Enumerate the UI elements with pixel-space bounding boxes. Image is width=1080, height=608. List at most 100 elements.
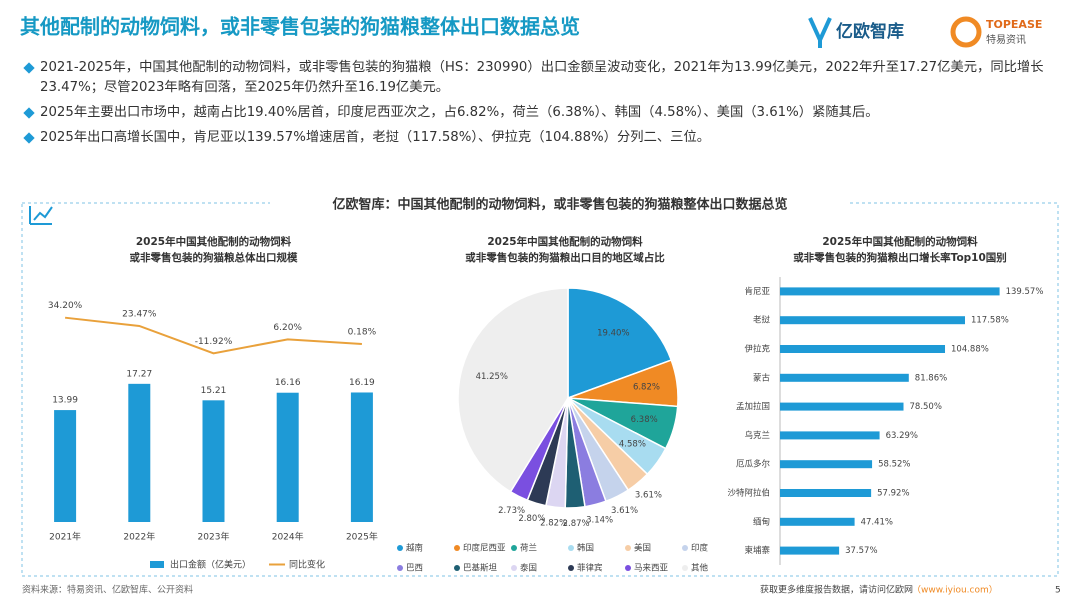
legend-swatch	[454, 565, 460, 571]
panel-icon	[29, 206, 53, 225]
pie-slice	[457, 287, 569, 493]
bullet: 2025年出口高增长国中，肯尼亚以139.57%增速居首，老挝（117.58%）…	[22, 128, 1062, 148]
chart-title: 或非零售包装的狗猫粮出口增长率Top10国别	[793, 251, 1007, 264]
value-label: 81.86%	[915, 373, 947, 383]
chart-title: 2025年中国其他配制的动物饲料	[487, 235, 643, 248]
y-tick-label: 缅甸	[753, 516, 770, 527]
page-title: 其他配制的动物饲料，或非零售包装的狗猫粮整体出口数据总览	[20, 15, 580, 39]
value-label: 78.50%	[910, 402, 942, 412]
bar	[780, 287, 1000, 296]
legend-swatch	[568, 545, 574, 551]
logo-icon	[808, 17, 832, 48]
logo-text: 亿欧智库	[836, 21, 904, 42]
bar	[128, 383, 151, 522]
y-tick-label: 沙特阿拉伯	[727, 488, 770, 499]
bar	[780, 316, 965, 325]
bullet: 2025年主要出口市场中，越南占比19.40%居首，印度尼西亚次之，占6.82%…	[22, 103, 1062, 123]
bar	[276, 392, 299, 522]
legend-label: 印度尼西亚	[463, 543, 506, 554]
y-tick-label: 孟加拉国	[736, 401, 770, 412]
value-label: 6.38%	[631, 415, 658, 425]
value-label: 104.88%	[951, 345, 989, 355]
value-label: 58.52%	[878, 460, 910, 470]
bar	[780, 460, 873, 469]
value-label: 41.25%	[476, 372, 508, 382]
y-tick-label: 厄瓜多尔	[736, 459, 771, 470]
legend-label: 菲律宾	[577, 563, 603, 574]
legend-label: 巴基斯坦	[463, 563, 498, 574]
chart-title: 2025年中国其他配制的动物饲料	[136, 235, 292, 248]
value-label: 16.19	[349, 378, 375, 388]
y-tick-label: 老挝	[753, 315, 771, 326]
chart-title: 或非零售包装的狗猫粮总体出口规模	[130, 251, 298, 264]
pie-slice	[567, 287, 673, 400]
y-tick-label: 乌克兰	[744, 430, 770, 441]
line	[64, 316, 362, 355]
legend-label: 巴西	[406, 564, 423, 574]
legend-label: 其他	[691, 563, 709, 574]
bar	[780, 373, 909, 382]
legend-swatch	[625, 545, 631, 551]
value-label: 23.47%	[122, 309, 157, 319]
value-label: 19.40%	[597, 329, 629, 339]
bar	[780, 546, 840, 555]
bar	[54, 410, 77, 522]
footer-url: （www.iyiou.com）	[912, 585, 998, 596]
legend-label: 泰国	[520, 563, 537, 574]
y-tick-label: 柬埔寨	[744, 545, 770, 556]
value-label: 3.61%	[635, 490, 662, 500]
legend-swatch	[511, 545, 517, 551]
value-label: 2.80%	[518, 514, 545, 524]
legend-swatch	[397, 565, 403, 571]
value-label: 139.57%	[1006, 287, 1044, 297]
value-label: 117.58%	[971, 316, 1009, 326]
value-label: 6.82%	[633, 383, 660, 393]
legend-swatch	[511, 565, 517, 571]
legend-label: 印度	[691, 543, 709, 554]
legend-swatch	[150, 561, 164, 568]
panel-title-bg	[270, 195, 850, 213]
logo-text: TOPEASE	[986, 18, 1042, 31]
y-tick-label: 肯尼亚	[744, 286, 770, 297]
legend-label: 荷兰	[520, 543, 537, 554]
legend-label: 美国	[634, 543, 651, 554]
chart-title: 或非零售包装的狗猫粮出口目的地区域占比	[465, 251, 665, 264]
bar	[780, 345, 946, 353]
value-label: 6.20%	[273, 323, 302, 333]
bullet-list: 2021-2025年，中国其他配制的动物饲料，或非零售包装的狗猫粮（HS：230…	[22, 58, 1062, 153]
panel-title: 亿欧智库：中国其他配制的动物饲料，或非零售包装的狗猫粮整体出口数据总览	[332, 197, 787, 213]
footer-note: 获取更多维度报告数据，请访问亿欧网	[760, 584, 913, 596]
x-tick-label: 2025年	[346, 531, 378, 543]
value-label: 47.41%	[861, 517, 893, 527]
value-label: 0.18%	[348, 327, 377, 337]
value-label: 37.57%	[845, 546, 877, 556]
bullet: 2021-2025年，中国其他配制的动物饲料，或非零售包装的狗猫粮（HS：230…	[22, 58, 1062, 98]
bar	[780, 431, 880, 440]
x-tick-label: 2024年	[272, 531, 304, 543]
x-tick-label: 2022年	[123, 531, 155, 543]
page-number: 5	[1055, 586, 1061, 596]
value-label: 2.82%	[540, 519, 567, 529]
bar	[780, 517, 855, 526]
y-tick-label: 伊拉克	[744, 344, 770, 355]
legend-label: 越南	[406, 543, 423, 554]
value-label: 34.20%	[48, 301, 83, 311]
value-label: 4.58%	[619, 440, 646, 450]
legend-swatch	[625, 565, 631, 571]
legend-swatch	[397, 545, 403, 551]
value-label: 3.61%	[611, 506, 638, 516]
chart-title: 2025年中国其他配制的动物饲料	[822, 235, 978, 248]
value-label: 16.16	[275, 378, 301, 388]
bar	[202, 400, 225, 522]
logo-text: 特易资讯	[986, 34, 1026, 46]
x-tick-label: 2021年	[49, 531, 81, 543]
legend-swatch	[682, 565, 688, 571]
logo-icon	[950, 16, 982, 48]
x-tick-label: 2023年	[198, 531, 230, 543]
value-label: 3.14%	[586, 515, 613, 525]
legend-label: 出口金额（亿美元）	[170, 559, 251, 571]
legend-label: 马来西亚	[634, 564, 669, 574]
bar	[780, 489, 872, 497]
value-label: 2.87%	[563, 519, 590, 529]
